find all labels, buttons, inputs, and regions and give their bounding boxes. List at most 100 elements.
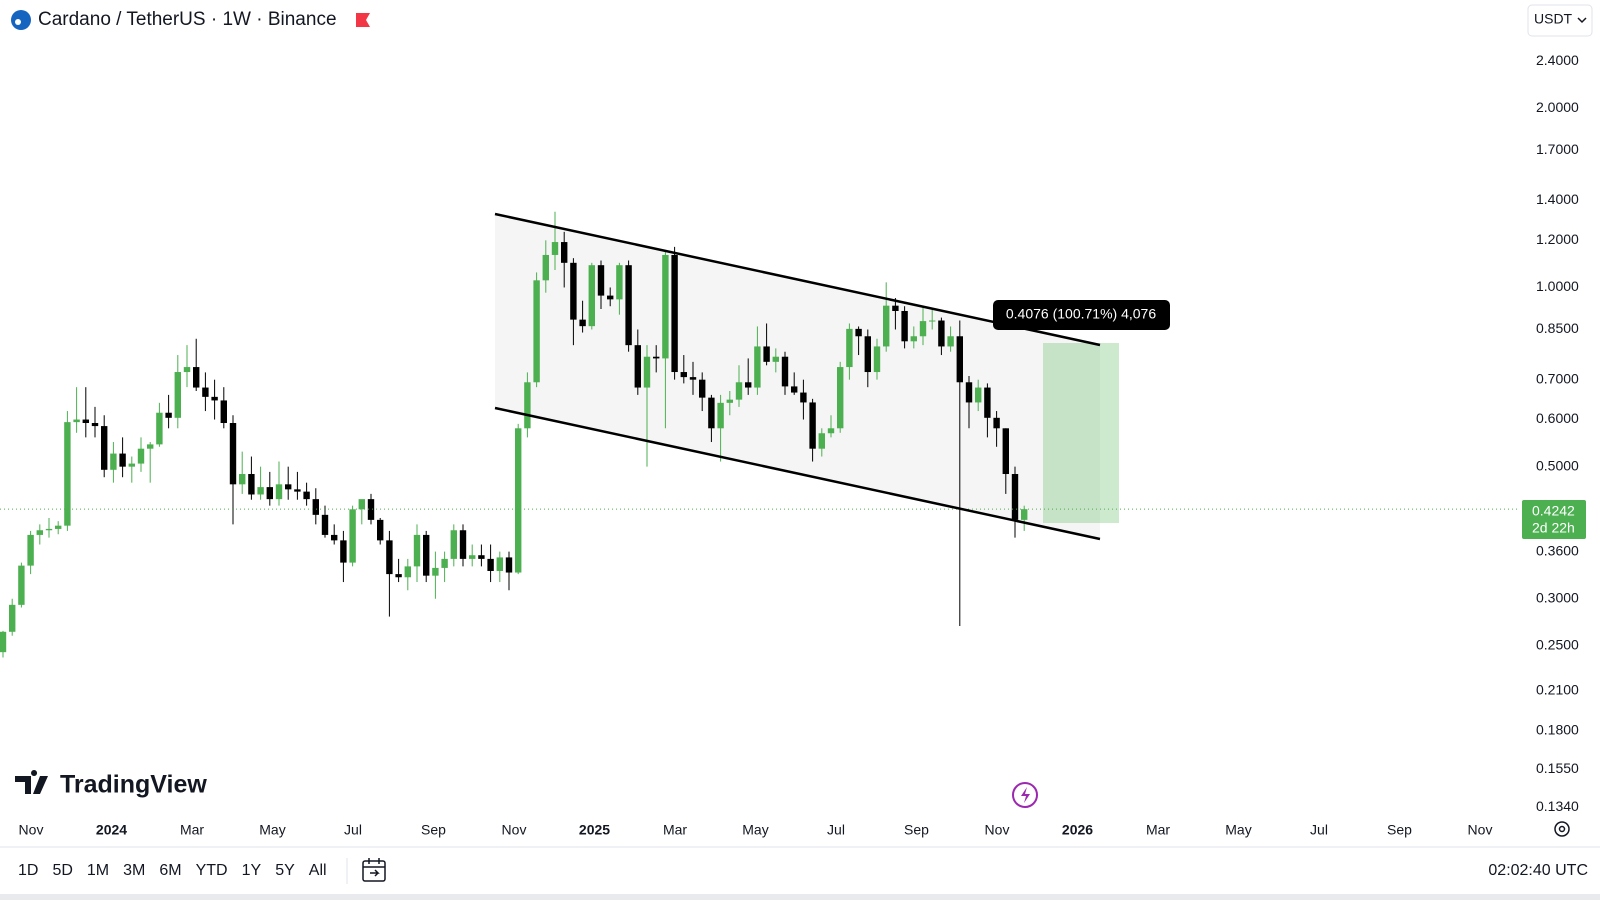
candle-body [919, 321, 927, 337]
candle-body [119, 453, 126, 467]
x-tick-label: 2025 [579, 822, 610, 838]
currency-button[interactable] [1527, 4, 1593, 37]
candle-body [423, 534, 430, 576]
x-tick-label: May [742, 822, 768, 838]
candle-body [607, 295, 614, 300]
x-tick-label: Nov [19, 822, 44, 838]
candle-body [597, 265, 605, 296]
candle-body [588, 265, 595, 327]
candle-body [515, 428, 522, 573]
candle-body [735, 382, 743, 400]
candle-body [73, 419, 80, 423]
currency-label[interactable]: USDT [1534, 11, 1573, 27]
logo: TradingView [60, 771, 207, 799]
candle-body [248, 474, 255, 495]
candle-body [818, 433, 825, 449]
clock: 02:02:40 UTC [1488, 862, 1588, 879]
candle-body [321, 514, 329, 535]
candle-body [699, 379, 706, 398]
candle-body [634, 345, 641, 388]
candle-body [579, 319, 586, 327]
candle-body [901, 310, 908, 342]
candle-body [975, 387, 982, 403]
candle-body [653, 356, 660, 359]
candle-body [413, 534, 421, 567]
coin-icon [11, 10, 31, 30]
y-tick-label: 0.1550 [1536, 760, 1579, 776]
y-tick-label: 0.8500 [1536, 320, 1579, 336]
candle-body [82, 419, 89, 424]
range-button[interactable]: 1Y [242, 862, 262, 879]
candle-body [27, 534, 34, 566]
settings-icon[interactable] [1554, 821, 1570, 837]
range-button[interactable]: 5Y [275, 862, 295, 879]
currency-caret [1577, 17, 1587, 24]
candle-body [358, 499, 365, 510]
x-tick-label: Jul [1310, 822, 1328, 838]
candle-body [211, 396, 218, 401]
candle-body [55, 525, 62, 529]
range-button[interactable]: 6M [159, 862, 181, 879]
range-button[interactable]: 5D [52, 862, 72, 879]
y-tick-label: 0.1340 [1536, 798, 1579, 814]
candle-body [478, 555, 485, 559]
candle-body [156, 412, 163, 445]
candle-body [312, 499, 319, 515]
candle-body [165, 412, 172, 418]
range-button[interactable]: 1D [18, 862, 38, 879]
candle-body [929, 320, 936, 322]
price-tag-countdown: 2d 22h [1532, 520, 1575, 536]
calendar-icon[interactable] [362, 860, 386, 882]
candle-body [349, 509, 356, 563]
candle-body [459, 530, 467, 559]
bottom-strip [0, 894, 1600, 900]
candle-body [183, 367, 191, 373]
candle-body [137, 448, 145, 464]
candle-body [395, 574, 402, 578]
candle-body [386, 540, 393, 575]
range-button[interactable]: All [309, 862, 327, 879]
candle-body [469, 555, 476, 559]
candle-body [450, 530, 457, 559]
x-tick-label: May [1225, 822, 1251, 838]
candle-body [377, 519, 384, 541]
candle-body [781, 356, 789, 387]
candle-body [404, 566, 411, 578]
candle-body [229, 423, 237, 485]
candle-body [193, 367, 200, 388]
candle-body [110, 453, 117, 470]
range-button[interactable]: 3M [123, 862, 145, 879]
y-tick-label: 1.0000 [1536, 278, 1579, 294]
candle-body [0, 631, 7, 653]
y-tick-label: 0.7000 [1536, 370, 1579, 386]
y-tick-label: 0.6000 [1536, 410, 1579, 426]
event-bolt [1021, 787, 1030, 803]
range-button[interactable]: 1M [87, 862, 109, 879]
candle-body [947, 336, 954, 347]
candle-body [745, 382, 752, 388]
candle-body [956, 336, 963, 383]
candle-body [855, 328, 862, 337]
x-tick-label: Mar [1146, 822, 1170, 838]
range-button[interactable]: YTD [196, 862, 228, 879]
x-tick-label: Nov [985, 822, 1010, 838]
y-tick-label: 0.5000 [1536, 457, 1579, 473]
candle-body [708, 397, 715, 429]
candle-body [128, 463, 135, 467]
candle-body [505, 557, 513, 573]
candle-body [285, 484, 292, 490]
candles [0, 211, 1520, 658]
candle-body [837, 367, 844, 429]
candle-body [64, 422, 71, 526]
candle-body [689, 377, 697, 380]
candle-body [101, 426, 108, 470]
candle-body [910, 336, 917, 342]
channel-fill [495, 214, 1100, 539]
event-icon[interactable] [1012, 782, 1038, 808]
y-tick-label: 0.3000 [1536, 589, 1579, 605]
candle-body [275, 484, 283, 500]
x-tick-label: Mar [180, 822, 204, 838]
candle-body [367, 499, 375, 520]
x-tick-label: Sep [1387, 822, 1412, 838]
candle-body [984, 387, 991, 418]
